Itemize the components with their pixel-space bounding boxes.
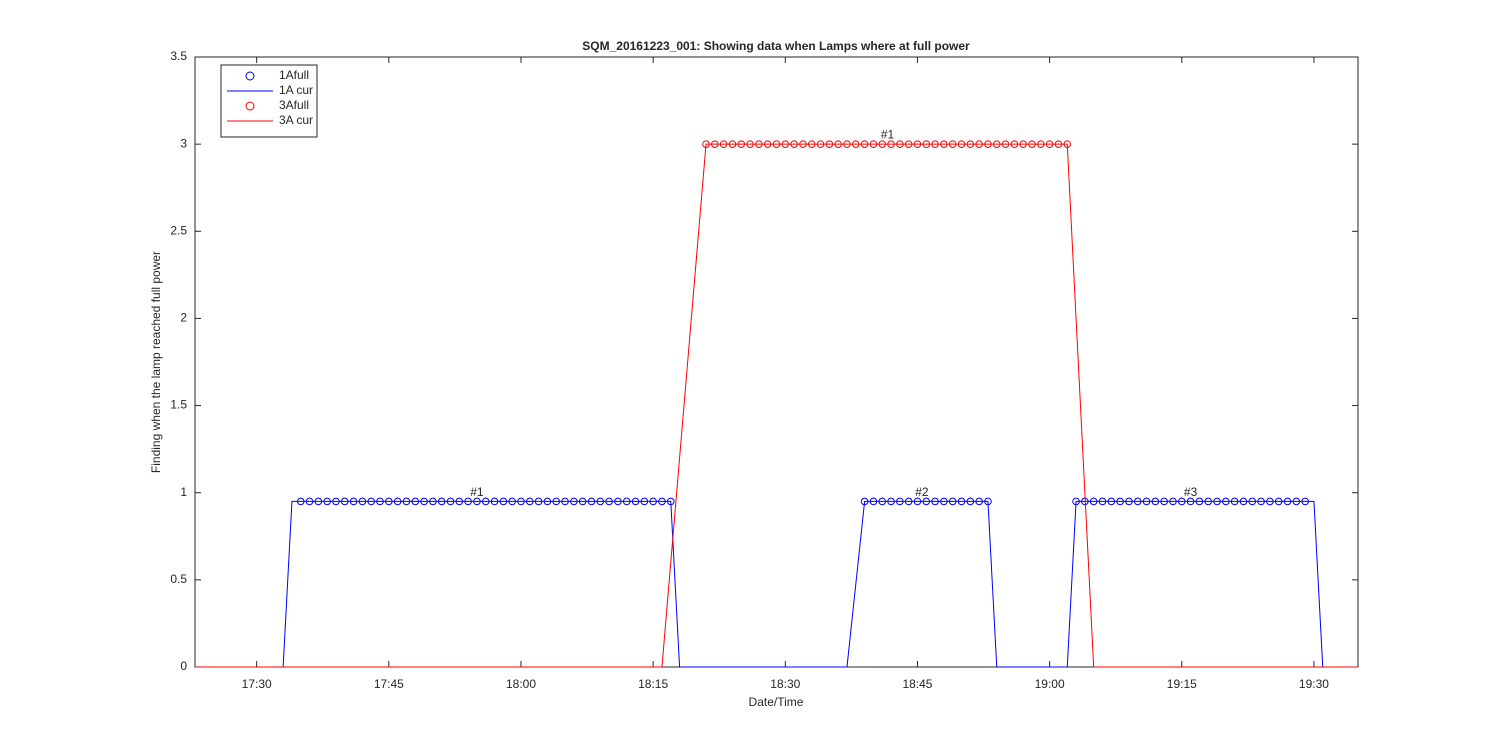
line <box>195 500 1358 668</box>
plot-area <box>194 56 1359 668</box>
legend-swatch <box>245 101 255 111</box>
y-tick-label: 2 <box>180 311 187 325</box>
y-axis-label: Finding when the lamp reached full power <box>149 251 163 473</box>
x-tick-label: 17:45 <box>374 677 404 691</box>
x-axis-label: Date/Time <box>749 695 804 709</box>
legend-label: 3A cur <box>279 113 313 127</box>
y-tick-label: 3 <box>180 136 187 150</box>
x-tick-label: 18:30 <box>770 677 800 691</box>
y-tick-label: 1.5 <box>170 398 187 412</box>
legend-label: 3Afull <box>279 98 309 112</box>
y-tick-label: 0 <box>180 659 187 673</box>
x-tick-label: 19:30 <box>1299 677 1329 691</box>
annotation: #1 <box>470 485 484 499</box>
annotation: #1 <box>881 128 895 142</box>
annotation: #2 <box>915 485 929 499</box>
x-tick-label: 17:30 <box>242 677 272 691</box>
legend-swatch <box>245 71 255 81</box>
legend-box <box>220 64 318 138</box>
x-tick-label: 19:15 <box>1167 677 1197 691</box>
y-tick-label: 1 <box>180 485 187 499</box>
chart-title: SQM_20161223_001: Showing data when Lamp… <box>582 39 970 53</box>
y-tick-label: 0.5 <box>170 572 187 586</box>
x-tick-label: 18:45 <box>902 677 932 691</box>
annotation: #3 <box>1184 485 1198 499</box>
x-tick-label: 19:00 <box>1035 677 1065 691</box>
legend-label: 1A cur <box>279 83 313 97</box>
line <box>195 143 1358 668</box>
y-tick-label: 2.5 <box>170 223 187 237</box>
x-tick-label: 18:00 <box>506 677 536 691</box>
legend-label: 1Afull <box>279 68 309 82</box>
y-tick-label: 3.5 <box>170 49 187 63</box>
x-tick-label: 18:15 <box>638 677 668 691</box>
